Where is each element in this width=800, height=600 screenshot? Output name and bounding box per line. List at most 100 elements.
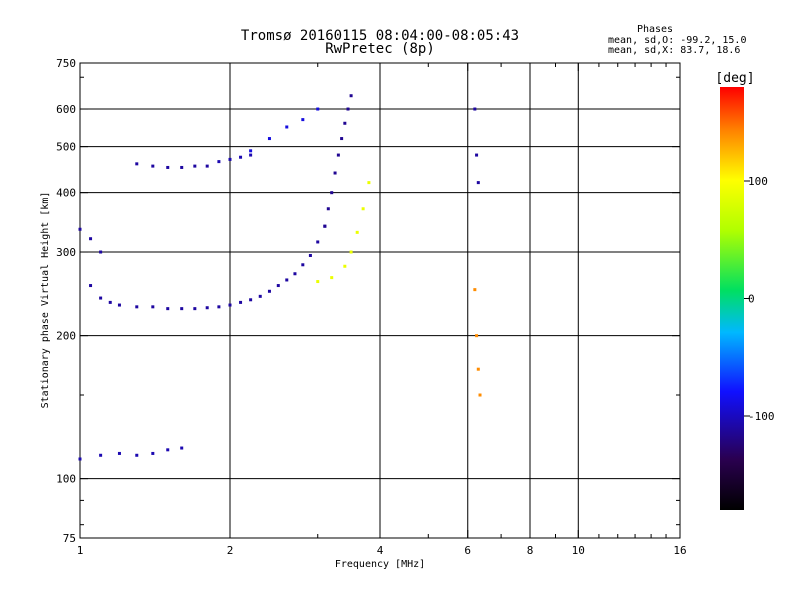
- x-tick-label: 10: [572, 544, 585, 557]
- data-point: [217, 160, 221, 164]
- data-point: [330, 276, 334, 280]
- data-point: [239, 300, 243, 304]
- x-tick-label: 8: [527, 544, 534, 557]
- data-point: [316, 280, 320, 284]
- data-point: [285, 125, 289, 129]
- data-point: [249, 153, 253, 157]
- data-point: [99, 296, 103, 300]
- data-point: [267, 137, 271, 141]
- colorbar-tick-label: 100: [748, 175, 768, 188]
- data-point: [249, 298, 253, 302]
- data-point: [473, 288, 477, 292]
- data-point: [249, 149, 253, 153]
- data-point: [346, 107, 350, 111]
- data-point: [217, 305, 221, 309]
- data-point: [293, 272, 297, 276]
- data-point: [301, 263, 305, 267]
- data-point: [316, 240, 320, 244]
- data-point: [473, 107, 477, 111]
- data-point: [205, 306, 209, 310]
- data-point: [316, 107, 320, 111]
- x-tick-label: 6: [464, 544, 471, 557]
- data-point: [340, 137, 344, 141]
- data-point: [228, 303, 232, 307]
- data-point: [99, 250, 103, 254]
- data-point: [135, 453, 139, 457]
- y-tick-label: 750: [56, 57, 76, 70]
- data-point: [108, 300, 112, 304]
- chart-subtitle: RwPretec (8p): [325, 41, 435, 57]
- data-point: [180, 165, 184, 169]
- data-point: [193, 164, 197, 168]
- data-point: [151, 164, 155, 168]
- y-tick-label: 600: [56, 103, 76, 116]
- y-tick-label: 75: [63, 532, 76, 545]
- data-point: [367, 181, 371, 185]
- phase-heading: Phases: [637, 24, 673, 35]
- data-point: [180, 446, 184, 450]
- data-point: [166, 448, 170, 452]
- y-tick-label: 400: [56, 187, 76, 200]
- x-tick-label: 4: [377, 544, 384, 557]
- data-point: [267, 289, 271, 293]
- data-point: [78, 227, 82, 231]
- data-point: [89, 237, 93, 241]
- data-point: [193, 307, 197, 311]
- y-tick-label: 100: [56, 473, 76, 486]
- data-point: [89, 284, 93, 288]
- data-point: [205, 164, 209, 168]
- data-point: [475, 334, 479, 338]
- x-axis-label: Frequency [MHz]: [335, 559, 425, 570]
- data-point: [135, 305, 139, 309]
- data-point: [336, 153, 340, 157]
- x-tick-label: 2: [227, 544, 234, 557]
- data-point: [326, 207, 330, 211]
- data-point: [323, 224, 327, 228]
- data-point: [180, 307, 184, 311]
- data-point: [166, 307, 170, 311]
- colorbar-tick-label: -100: [748, 410, 775, 423]
- data-point: [135, 162, 139, 166]
- colorbar-ticks: 100 0 -100: [744, 175, 775, 423]
- y-axis-label: Stationary phase Virtual Height [km]: [40, 192, 51, 409]
- colorbar-tick-label: 0: [748, 293, 755, 306]
- colorbar: [720, 87, 744, 510]
- data-point: [475, 153, 479, 157]
- data-point: [117, 451, 121, 455]
- data-point: [355, 230, 359, 234]
- data-point: [276, 284, 280, 288]
- data-point: [258, 294, 262, 298]
- data-point: [330, 191, 334, 195]
- colorbar-label: [deg]: [715, 71, 754, 86]
- phase-stats-o: mean, sd,O: -99.2, 15.0: [608, 35, 746, 46]
- plot-area: 1 2 4 6 8 10 16 75 100 200 300 400 500 600 750: [56, 57, 687, 557]
- data-point: [476, 367, 480, 371]
- data-point: [333, 171, 337, 175]
- data-point: [78, 457, 82, 461]
- data-point: [166, 165, 170, 169]
- y-tick-label: 200: [56, 330, 76, 343]
- data-point: [308, 253, 312, 257]
- data-point: [239, 155, 243, 159]
- x-tick-label: 16: [673, 544, 686, 557]
- data-point: [478, 393, 482, 397]
- x-tick-label: 1: [77, 544, 84, 557]
- phase-stats-x: mean, sd,X: 83.7, 18.6: [608, 45, 740, 56]
- data-point: [343, 121, 347, 125]
- data-point: [476, 181, 480, 185]
- data-point: [361, 207, 365, 211]
- y-tick-label: 300: [56, 246, 76, 259]
- data-point: [151, 305, 155, 309]
- data-point: [285, 278, 289, 282]
- data-point: [349, 250, 353, 254]
- data-point: [117, 303, 121, 307]
- data-point: [301, 118, 305, 122]
- data-point: [343, 264, 347, 268]
- y-tick-label: 500: [56, 141, 76, 154]
- chart-title: Tromsø 20160115 08:04:00-08:05:43: [241, 28, 519, 44]
- data-point: [99, 453, 103, 457]
- data-point: [349, 94, 353, 98]
- data-point: [151, 451, 155, 455]
- data-point: [228, 157, 232, 161]
